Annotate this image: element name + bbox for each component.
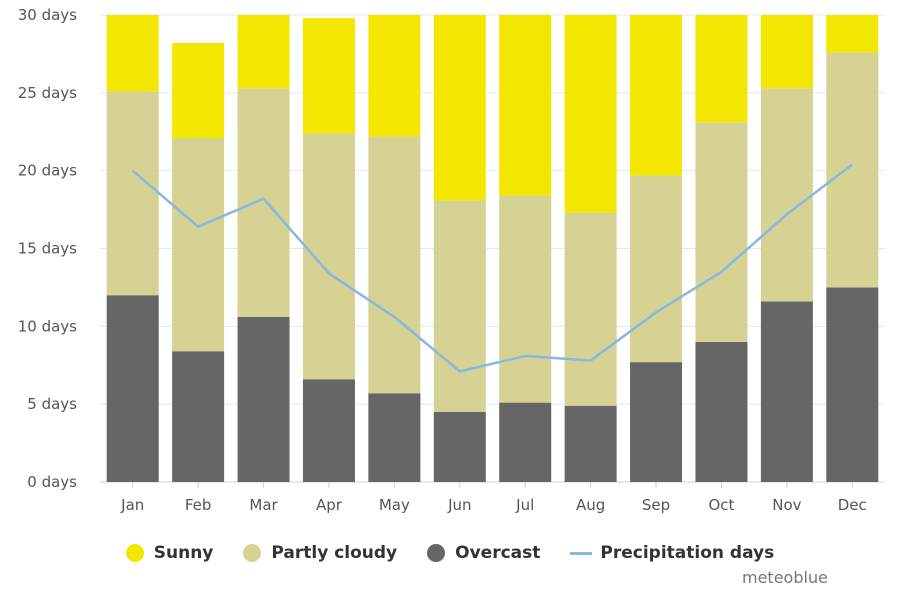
y-axis-tick-labels: 0 days 5 days 10 days 15 days 20 days 25 days…	[18, 6, 77, 491]
bar-overcast[interactable]	[695, 341, 748, 482]
legend-label-partly-cloudy: Partly cloudy	[271, 543, 398, 563]
y-tick-label: 15 days	[18, 240, 77, 258]
legend-marker-overcast	[427, 544, 446, 562]
bar-partly-cloudy[interactable]	[760, 88, 813, 302]
stacked-bar-chart: 0 days 5 days 10 days 15 days 20 days 25 days…	[18, 6, 885, 514]
y-tick-label: 5 days	[27, 395, 77, 413]
bar-sunny[interactable]	[172, 43, 225, 138]
bar-partly-cloudy[interactable]	[302, 133, 355, 380]
x-tick-label: Dec	[838, 496, 867, 514]
y-tick-label: 25 days	[18, 84, 77, 102]
legend: Sunny Partly cloudy Overcast Precipitati…	[0, 538, 900, 568]
bar-partly-cloudy[interactable]	[499, 195, 552, 403]
legend-marker-partly-cloudy	[243, 544, 262, 562]
bar-partly-cloudy[interactable]	[368, 136, 421, 394]
bar-sunny[interactable]	[760, 15, 813, 89]
y-tick-label: 20 days	[18, 162, 77, 180]
bar-sunny[interactable]	[302, 18, 355, 134]
gridlines	[100, 14, 885, 483]
legend-item-partly-cloudy[interactable]: Partly cloudy	[243, 543, 397, 563]
bar-partly-cloudy[interactable]	[433, 200, 486, 412]
x-tick-label: Nov	[772, 496, 801, 514]
bar-partly-cloudy[interactable]	[630, 175, 683, 363]
bar-sunny[interactable]	[564, 15, 617, 213]
bar-overcast[interactable]	[237, 316, 290, 482]
bar-partly-cloudy[interactable]	[564, 212, 617, 406]
bar-partly-cloudy[interactable]	[695, 122, 748, 342]
y-tick-label: 10 days	[18, 317, 77, 335]
bar-partly-cloudy[interactable]	[106, 91, 159, 296]
x-tick-label: Jul	[515, 496, 534, 514]
bar-sunny[interactable]	[695, 15, 748, 123]
bar-overcast[interactable]	[630, 362, 683, 482]
legend-item-overcast[interactable]: Overcast	[427, 543, 540, 563]
bar-overcast[interactable]	[760, 301, 813, 482]
legend-label-sunny: Sunny	[153, 543, 214, 563]
bar-sunny[interactable]	[499, 15, 552, 196]
x-tick-label: Aug	[576, 496, 605, 514]
bar-overcast[interactable]	[564, 405, 617, 482]
x-tick-label: Mar	[249, 496, 278, 514]
bar-overcast[interactable]	[433, 411, 486, 482]
legend-marker-precipitation-days	[570, 551, 593, 555]
bars	[106, 15, 879, 482]
bar-sunny[interactable]	[433, 15, 486, 201]
legend-label-precipitation-days: Precipitation days	[600, 543, 775, 563]
bar-partly-cloudy[interactable]	[237, 88, 290, 317]
x-tick-label: Apr	[316, 496, 343, 514]
bar-sunny[interactable]	[237, 15, 290, 89]
bar-sunny[interactable]	[630, 15, 683, 176]
bar-overcast[interactable]	[826, 287, 879, 482]
bar-overcast[interactable]	[499, 402, 552, 482]
bar-partly-cloudy[interactable]	[826, 52, 879, 288]
legend-item-precipitation-days[interactable]: Precipitation days	[570, 543, 774, 563]
legend-label-overcast: Overcast	[455, 543, 541, 563]
x-axis-tick-labels: Jan Feb Mar Apr May Jun Jul Aug Sep Oct Nov Dec	[120, 482, 867, 514]
bar-sunny[interactable]	[368, 15, 421, 137]
x-tick-label: Sep	[642, 496, 670, 514]
x-tick-label: Feb	[185, 496, 212, 514]
bar-overcast[interactable]	[106, 295, 159, 482]
bar-overcast[interactable]	[302, 379, 355, 482]
bar-overcast[interactable]	[368, 393, 421, 482]
bar-sunny[interactable]	[106, 15, 159, 92]
x-tick-label: May	[379, 496, 410, 514]
bar-overcast[interactable]	[172, 351, 225, 482]
bar-partly-cloudy[interactable]	[172, 137, 225, 352]
legend-item-sunny[interactable]: Sunny	[125, 543, 214, 563]
y-tick-label: 0 days	[27, 473, 77, 491]
bar-sunny[interactable]	[826, 15, 879, 53]
x-tick-label: Jun	[447, 496, 471, 514]
y-tick-label: 30 days	[18, 6, 77, 24]
precipitation-line	[131, 163, 854, 373]
x-tick-label: Jan	[120, 496, 144, 514]
x-tick-label: Oct	[708, 496, 734, 514]
legend-marker-sunny	[125, 544, 144, 562]
credit-label: meteoblue	[742, 568, 828, 587]
precipitation-days-line[interactable]	[131, 163, 854, 373]
